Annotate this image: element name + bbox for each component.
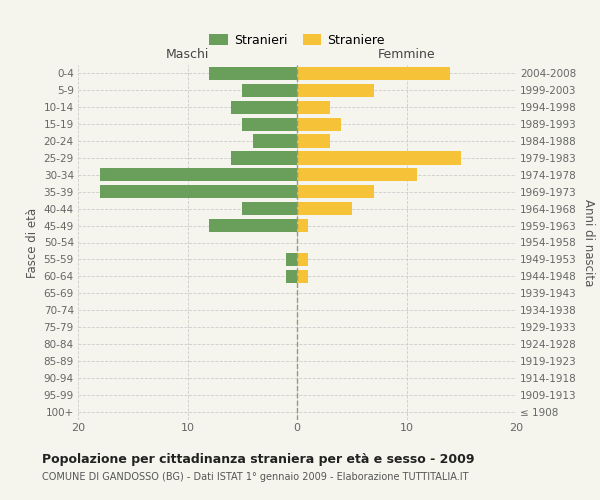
Text: Popolazione per cittadinanza straniera per età e sesso - 2009: Popolazione per cittadinanza straniera p…	[42, 452, 475, 466]
Bar	[297, 118, 341, 131]
Text: COMUNE DI GANDOSSO (BG) - Dati ISTAT 1° gennaio 2009 - Elaborazione TUTTITALIA.I: COMUNE DI GANDOSSO (BG) - Dati ISTAT 1° …	[42, 472, 469, 482]
Bar	[100, 185, 297, 198]
Bar	[232, 100, 297, 114]
Bar	[297, 134, 330, 147]
Bar	[232, 152, 297, 164]
Bar	[100, 168, 297, 181]
Bar	[242, 84, 297, 97]
Bar	[297, 67, 450, 80]
Bar	[297, 84, 374, 97]
Bar	[297, 185, 374, 198]
Bar	[286, 253, 297, 266]
Bar	[297, 253, 308, 266]
Bar	[297, 270, 308, 283]
Legend: Stranieri, Straniere: Stranieri, Straniere	[204, 28, 390, 52]
Bar	[297, 219, 308, 232]
Bar	[209, 219, 297, 232]
Bar	[242, 202, 297, 215]
Bar	[242, 118, 297, 131]
Y-axis label: Fasce di età: Fasce di età	[26, 208, 40, 278]
Bar	[209, 67, 297, 80]
Text: Femmine: Femmine	[377, 48, 436, 62]
Bar	[297, 100, 330, 114]
Text: Maschi: Maschi	[166, 48, 209, 62]
Bar	[286, 270, 297, 283]
Bar	[297, 168, 418, 181]
Y-axis label: Anni di nascita: Anni di nascita	[583, 199, 595, 286]
Bar	[253, 134, 297, 147]
Bar	[297, 202, 352, 215]
Bar	[297, 152, 461, 164]
